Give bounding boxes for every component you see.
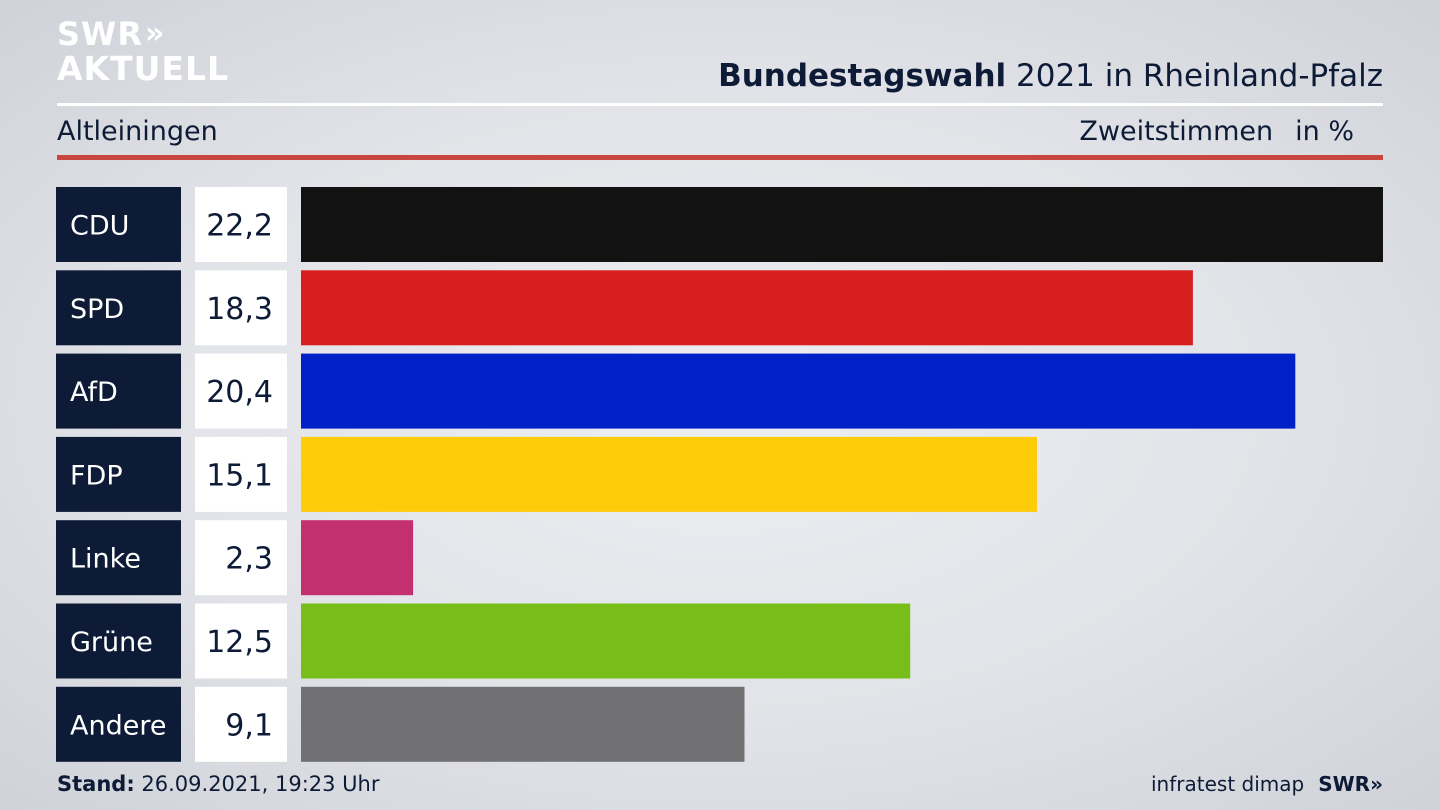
- bar-cdu: [301, 187, 1383, 262]
- party-label: Andere: [70, 710, 166, 741]
- party-label-box: [56, 353, 181, 429]
- party-label: SPD: [70, 294, 124, 325]
- bar-spd: [301, 270, 1193, 346]
- source-credit: infratest dimap SWR»: [1151, 772, 1383, 796]
- swr-footer-logo: SWR»: [1318, 772, 1383, 796]
- value-label: 12,5: [206, 625, 273, 660]
- value-label: 15,1: [206, 458, 273, 493]
- location-label: Altleiningen: [57, 116, 218, 147]
- bar-row-linke: Linke 2,3: [56, 520, 414, 596]
- title-rest: 2021 in Rheinland-Pfalz: [1006, 58, 1383, 94]
- source-label: infratest dimap: [1151, 772, 1305, 796]
- page-title: Bundestagswahl 2021 in Rheinland-Pfalz: [718, 58, 1383, 94]
- value-label: 18,3: [206, 292, 273, 327]
- stand-value: 26.09.2021, 19:23 Uhr: [134, 772, 380, 796]
- title-bold: Bundestagswahl: [718, 58, 1007, 94]
- timestamp: Stand: 26.09.2021, 19:23 Uhr: [57, 772, 380, 796]
- bar-afd: [301, 353, 1296, 429]
- value-label-box: [195, 270, 287, 346]
- value-label-box: [195, 520, 287, 596]
- bar-row-afd: AfD 20,4: [56, 353, 1296, 429]
- value-label: 20,4: [206, 375, 273, 410]
- bar-row-gr-ne: Grüne 12,5: [56, 603, 911, 679]
- value-label-box: [195, 686, 287, 762]
- bar-fdp: [301, 436, 1037, 512]
- value-label: 22,2: [206, 209, 273, 244]
- party-label: AfD: [70, 377, 118, 408]
- party-label-box: [56, 520, 181, 596]
- party-label-box: [56, 603, 181, 679]
- value-label: 9,1: [225, 708, 273, 743]
- party-label-box: [56, 270, 181, 346]
- value-label-box: [195, 603, 287, 679]
- accent-divider: [57, 155, 1383, 160]
- party-label: Linke: [70, 544, 141, 575]
- party-label-box: [56, 187, 181, 262]
- stand-label: Stand:: [57, 772, 135, 796]
- party-label: FDP: [70, 460, 123, 491]
- value-label-box: [195, 436, 287, 512]
- swr-aktuell-logo: SWR» AKTUELL: [57, 18, 229, 85]
- bar-gr-ne: [301, 603, 911, 679]
- value-label-box: [195, 187, 287, 262]
- party-label-box: [56, 436, 181, 512]
- header-divider: [57, 103, 1383, 106]
- party-label-box: [56, 686, 181, 762]
- party-label: Grüne: [70, 627, 153, 658]
- unit-label: in %: [1295, 116, 1354, 147]
- party-label: CDU: [70, 211, 129, 242]
- bar-row-cdu: CDU 22,2: [56, 187, 1383, 262]
- vote-type-label: Zweitstimmen in %: [1079, 116, 1354, 147]
- bar-andere: [301, 686, 745, 762]
- bar-linke: [301, 520, 414, 596]
- logo-aktuell-text: AKTUELL: [57, 49, 230, 88]
- vote-type-text: Zweitstimmen: [1079, 116, 1274, 147]
- value-label-box: [195, 353, 287, 429]
- bar-row-andere: Andere 9,1: [56, 686, 745, 762]
- bar-row-fdp: FDP 15,1: [56, 436, 1037, 512]
- value-label: 2,3: [225, 542, 273, 577]
- bar-row-spd: SPD 18,3: [56, 270, 1193, 346]
- logo-swr-text: SWR: [57, 15, 143, 53]
